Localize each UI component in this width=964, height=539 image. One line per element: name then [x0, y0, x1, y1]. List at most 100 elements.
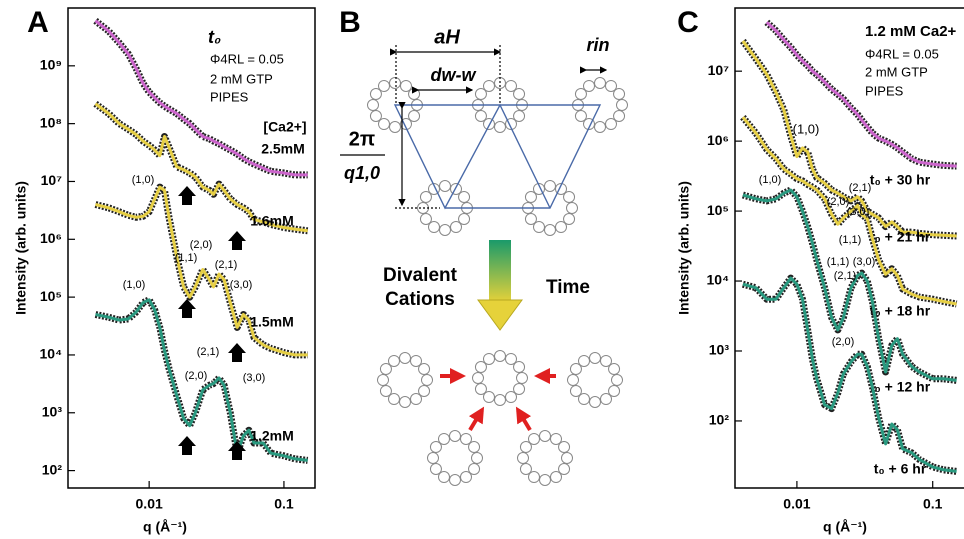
ring-bead	[519, 441, 532, 453]
ring-bead	[605, 118, 617, 131]
ring-bead	[611, 374, 623, 386]
dimension-lines	[340, 45, 608, 209]
series-line	[742, 276, 957, 473]
series-label: t₀ + 6 hr	[874, 461, 927, 477]
peak-arrow	[178, 299, 196, 318]
ring-bead	[558, 441, 571, 453]
annotation: (1,0)	[123, 279, 146, 291]
ring-bead	[513, 110, 526, 122]
ring-bead	[408, 88, 421, 100]
x-tick-label: 0.01	[783, 496, 810, 512]
annotation: t₀	[208, 27, 221, 47]
ring-bead	[589, 352, 601, 364]
ring-bead	[379, 385, 392, 397]
ring-bead	[439, 224, 451, 236]
annotation: (1,1)	[839, 234, 862, 246]
ring-bead	[578, 354, 590, 367]
y-tick-label: 10³	[709, 342, 730, 358]
y-tick-label: 10⁵	[40, 288, 62, 304]
ring-bead	[389, 77, 401, 89]
series-line	[94, 102, 308, 233]
ring-bead	[600, 393, 612, 406]
ring-bead	[544, 180, 556, 192]
series-outline	[741, 186, 958, 384]
ring-bead	[389, 121, 401, 133]
annotation: (2,1)	[849, 182, 872, 194]
ring-bead	[410, 393, 422, 406]
period-label: q1,0	[344, 163, 380, 183]
ring-bead	[569, 385, 582, 397]
time-label: Time	[546, 277, 590, 298]
cause-label: Divalent	[383, 265, 458, 286]
annotation: [Ca2+]	[263, 119, 306, 135]
ring-bead	[474, 383, 487, 395]
annotation: 2 mM GTP	[210, 71, 273, 86]
annotation: 2 mM GTP	[865, 64, 928, 79]
y-tick-label: 10⁹	[40, 57, 62, 73]
annotation: PIPES	[210, 89, 249, 104]
time-arrow	[489, 240, 511, 302]
x-axis-label: q (Å⁻¹)	[823, 519, 867, 535]
y-tick-label: 10⁷	[708, 62, 730, 78]
ring-bead	[419, 191, 432, 203]
series-line	[765, 21, 957, 168]
ring-bead	[613, 88, 626, 100]
ring-bead	[608, 363, 621, 375]
ring-bead	[439, 180, 451, 192]
ring-bead	[569, 363, 582, 375]
series-label: 2.5mM	[261, 141, 305, 157]
ring-bead	[494, 394, 506, 406]
ring-bead	[474, 110, 487, 122]
ring-bead	[513, 383, 526, 395]
ring-bead	[539, 474, 551, 486]
force-arrows	[440, 368, 556, 432]
y-tick-label: 10⁵	[707, 202, 729, 218]
panel-label: C	[677, 6, 699, 39]
annotation: (2,0)	[832, 336, 855, 348]
annotation: (1,0)	[759, 174, 782, 186]
dimension-label: rin	[586, 35, 609, 55]
plot-frame	[67, 7, 316, 489]
y-tick-label: 10²	[42, 461, 63, 477]
ring-bead	[400, 79, 412, 92]
panel-label: B	[339, 6, 361, 39]
y-tick-label: 10⁶	[40, 230, 62, 246]
ring-bead	[544, 224, 556, 236]
ring-bead	[367, 99, 379, 111]
series-label: t₀ + 18 hr	[870, 303, 931, 319]
ring-bead	[438, 471, 450, 484]
period-label: 2π	[349, 128, 375, 150]
y-tick-label: 10⁷	[41, 172, 63, 188]
ring-bead	[563, 213, 576, 225]
ring-bead	[429, 463, 442, 475]
ring-bead	[438, 432, 450, 445]
ring-bead	[458, 213, 471, 225]
ring-bead	[494, 121, 506, 133]
ring-bead	[378, 118, 390, 131]
ring-bead	[399, 396, 411, 408]
series-line	[95, 298, 308, 462]
series-line	[95, 185, 308, 357]
x-tick-label: 0.01	[136, 496, 163, 512]
ring-bead	[533, 221, 545, 234]
ring-bead	[517, 452, 529, 464]
annotation: (3,0)	[230, 279, 253, 291]
y-tick-label: 10⁸	[40, 114, 62, 130]
ring-bead	[608, 385, 621, 397]
x-axis-label: q (Å⁻¹)	[143, 519, 187, 535]
dimension-label: aH	[434, 26, 460, 48]
annotation: (2,1)	[834, 270, 857, 282]
annotation: (2,0)	[827, 196, 850, 208]
panel-label: A	[27, 6, 49, 39]
annotation: (1,1)	[175, 252, 198, 264]
annotation: (3,0)	[243, 372, 266, 384]
ring-bead	[539, 430, 551, 442]
ring-bead	[563, 191, 576, 203]
ring-bead	[377, 374, 389, 386]
series-label: 1.6mM	[250, 213, 294, 229]
series-label: t₀ + 12 hr	[870, 379, 931, 395]
ring-bead	[471, 452, 483, 464]
ring-bead	[388, 393, 400, 406]
ring-bead	[419, 213, 432, 225]
